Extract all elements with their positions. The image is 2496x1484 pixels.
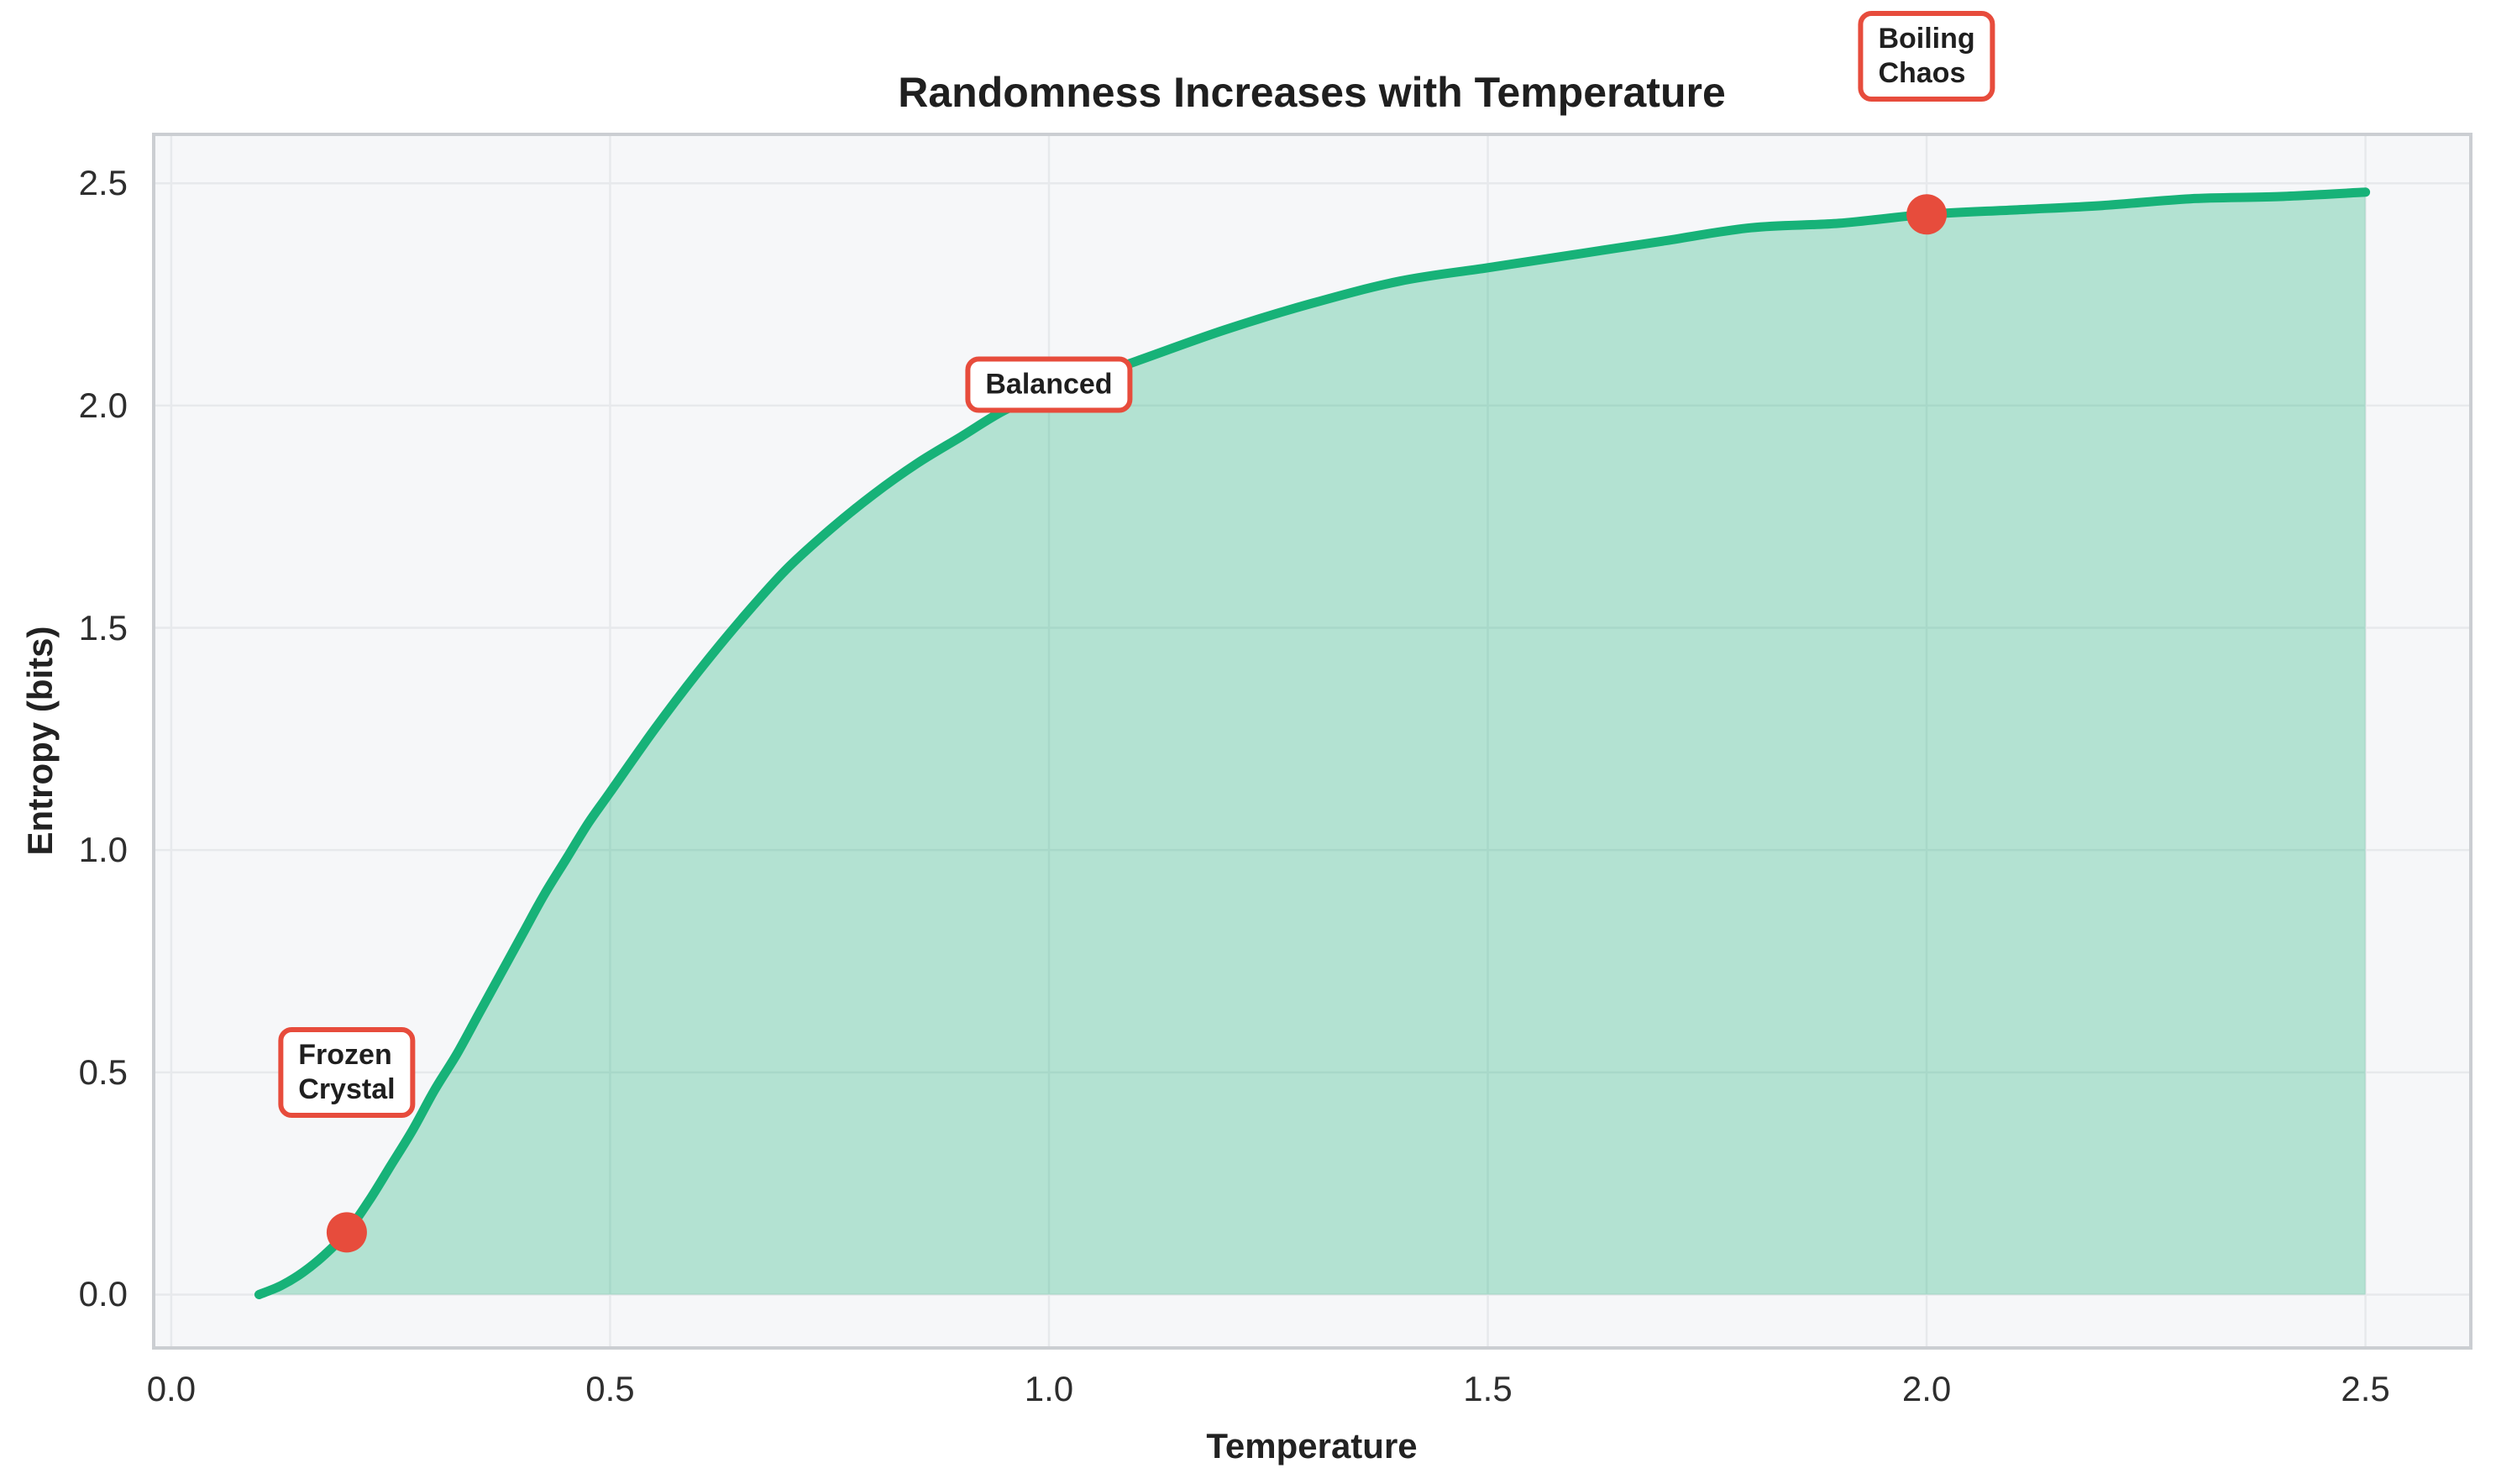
annotation-balanced: Balanced	[965, 356, 1133, 413]
x-axis-label: Temperature	[1206, 1426, 1418, 1466]
annotation-line: Chaos	[1878, 57, 1966, 90]
y-tick-label: 0.5	[78, 1051, 128, 1092]
entropy-curve	[254, 187, 2371, 1299]
x-tick-label: 0.5	[585, 1369, 635, 1408]
y-axis-label: Entropy (bits)	[20, 626, 60, 856]
data-point-marker	[1906, 194, 1948, 235]
y-tick-label: 2.5	[78, 163, 128, 203]
y-tick-label: 2.0	[78, 385, 128, 425]
x-tick-label: 0.0	[146, 1369, 197, 1408]
x-tick-label: 2.0	[1901, 1369, 1952, 1408]
y-tick-label: 1.5	[78, 607, 128, 648]
annotation-line: Boiling	[1878, 23, 1975, 55]
area-fill	[259, 191, 2366, 1295]
x-tick-label: 1.5	[1463, 1369, 1513, 1408]
axes-spines	[152, 133, 2472, 1350]
annotation-line: Crystal	[298, 1073, 396, 1106]
annotation-boiling-chaos: Boiling Chaos	[1858, 11, 1995, 102]
x-tick-label: 2.5	[2341, 1369, 2390, 1408]
annotation-line: Frozen	[298, 1039, 392, 1072]
data-point-marker	[326, 1212, 367, 1253]
plot-background	[154, 134, 2471, 1348]
y-tick-label: 0.0	[78, 1274, 128, 1314]
annotation-frozen-crystal: Frozen Crystal	[278, 1027, 416, 1119]
annotation-line: Balanced	[985, 368, 1113, 401]
y-tick-label: 1.0	[78, 830, 128, 870]
chart-title: Randomness Increases with Temperature	[898, 69, 1726, 116]
x-tick-label: 1.0	[1024, 1369, 1074, 1408]
